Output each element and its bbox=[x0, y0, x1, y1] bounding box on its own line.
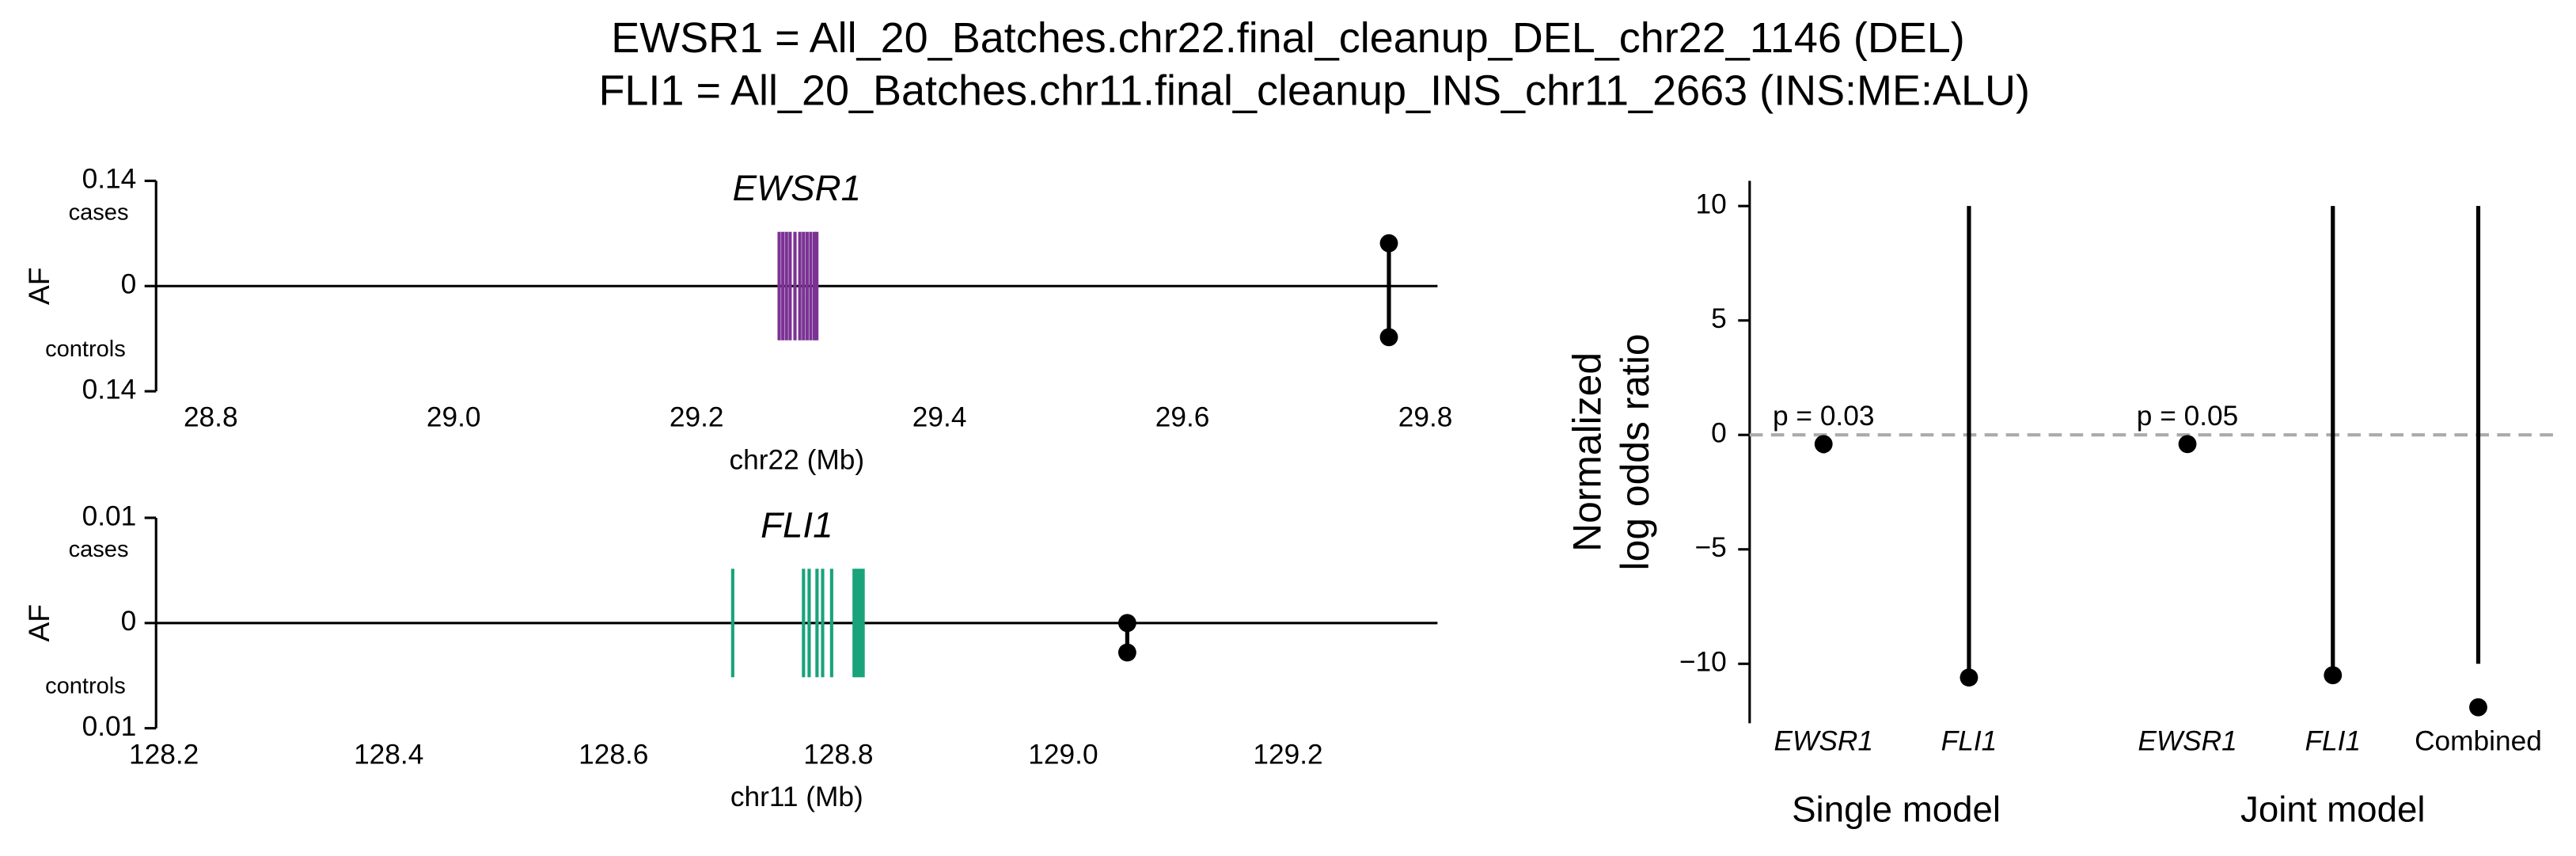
y-axis-label: log odds ratio bbox=[1613, 333, 1657, 570]
gene-title: EWSR1 bbox=[733, 168, 861, 208]
category-label: FLI1 bbox=[2305, 726, 2361, 757]
y-tick-label: 10 bbox=[1696, 189, 1727, 220]
group-label: Single model bbox=[1792, 789, 2001, 830]
cases-label: cases bbox=[69, 537, 129, 562]
point bbox=[2324, 666, 2343, 685]
figure-title: FLI1 = All_20_Batches.chr11.final_cleanu… bbox=[598, 67, 2030, 115]
x-tick-label: 28.8 bbox=[184, 402, 238, 433]
y-tick-label: 0.14 bbox=[82, 374, 137, 405]
x-tick-label: 128.2 bbox=[129, 739, 199, 770]
x-tick-label: 129.2 bbox=[1253, 739, 1322, 770]
y-tick-label: 0.14 bbox=[82, 164, 137, 195]
y-tick-label: −5 bbox=[1695, 532, 1727, 563]
x-tick-label: 29.2 bbox=[670, 402, 724, 433]
p-value-label: p = 0.03 bbox=[1773, 401, 1875, 432]
y-tick-label: 0.01 bbox=[82, 711, 137, 742]
case-af-point bbox=[1379, 234, 1398, 253]
p-value-label: p = 0.05 bbox=[2137, 401, 2239, 432]
y-tick-label: 5 bbox=[1711, 303, 1727, 334]
x-axis-label: chr22 (Mb) bbox=[730, 445, 865, 476]
y-tick-label: 0.01 bbox=[82, 500, 137, 531]
x-tick-label: 128.6 bbox=[579, 739, 648, 770]
point bbox=[2178, 435, 2197, 454]
cases-label: cases bbox=[69, 200, 129, 226]
x-tick-label: 128.4 bbox=[354, 739, 423, 770]
y-axis-label: Normalized bbox=[1565, 352, 1610, 552]
point bbox=[1814, 435, 1833, 454]
y-tick-label: 0 bbox=[121, 606, 137, 637]
controls-label: controls bbox=[45, 337, 126, 362]
case-af-point bbox=[1117, 614, 1136, 633]
category-label: EWSR1 bbox=[1774, 726, 1873, 757]
x-tick-label: 29.6 bbox=[1155, 402, 1210, 433]
x-tick-label: 128.8 bbox=[803, 739, 873, 770]
y-tick-label: 0 bbox=[1711, 418, 1727, 449]
point bbox=[2469, 698, 2487, 717]
gene-title: FLI1 bbox=[761, 504, 833, 545]
control-af-point bbox=[1117, 643, 1136, 662]
figure-title: EWSR1 = All_20_Batches.chr22.final_clean… bbox=[611, 14, 1965, 62]
point bbox=[1960, 668, 1978, 687]
controls-label: controls bbox=[45, 673, 126, 698]
category-label: Combined bbox=[2415, 726, 2542, 757]
x-tick-label: 29.0 bbox=[427, 402, 481, 433]
y-axis-label: AF bbox=[22, 267, 55, 305]
control-af-point bbox=[1379, 328, 1398, 347]
category-label: FLI1 bbox=[1941, 726, 1997, 757]
y-tick-label: 0 bbox=[121, 269, 137, 300]
y-axis-label: AF bbox=[22, 604, 55, 642]
category-label: EWSR1 bbox=[2138, 726, 2236, 757]
group-label: Joint model bbox=[2240, 789, 2425, 830]
y-tick-label: −10 bbox=[1679, 647, 1727, 678]
x-axis-label: chr11 (Mb) bbox=[730, 782, 863, 812]
x-tick-label: 29.8 bbox=[1398, 402, 1453, 433]
x-tick-label: 129.0 bbox=[1028, 739, 1098, 770]
x-tick-label: 29.4 bbox=[912, 402, 967, 433]
